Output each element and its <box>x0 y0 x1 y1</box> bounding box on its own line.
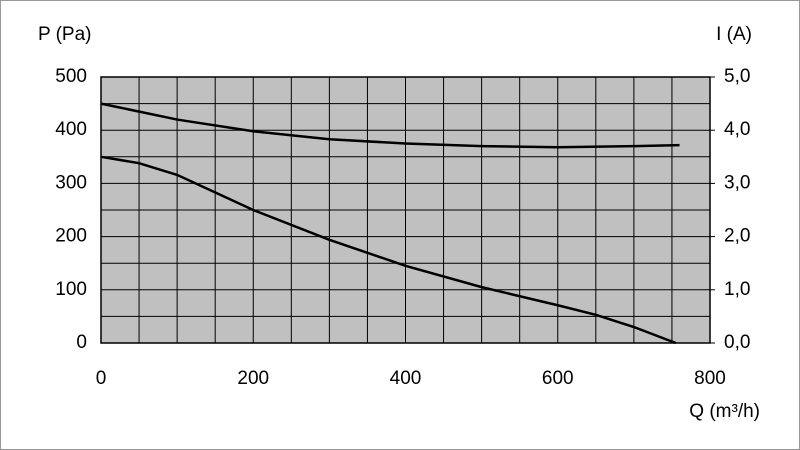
x-axis-label: Q (m³/h) <box>689 401 760 422</box>
plot-border <box>100 76 711 344</box>
y2-tick-label: 3,0 <box>724 172 750 193</box>
y2-axis-label: I (A) <box>716 24 752 45</box>
x-tick-label: 200 <box>237 368 269 389</box>
x-tick-label: 0 <box>96 368 107 389</box>
y2-tick-label: 2,0 <box>724 226 750 247</box>
y-tick-label: 100 <box>55 279 87 300</box>
x-tick-label: 400 <box>390 368 422 389</box>
y-tick-label: 300 <box>55 172 87 193</box>
y2-tick-label: 5,0 <box>724 66 750 87</box>
line <box>100 102 680 149</box>
y2-tick-label: 0,0 <box>724 332 750 353</box>
y2-tick-label: 1,0 <box>724 279 750 300</box>
x-tick-label: 800 <box>694 368 726 389</box>
y-tick-label: 0 <box>76 332 87 353</box>
y-tick-label: 500 <box>55 66 87 87</box>
line <box>100 155 677 345</box>
x-tick-label: 600 <box>542 368 574 389</box>
y-axis-label: P (Pa) <box>38 24 92 45</box>
y2-tick-label: 4,0 <box>724 119 750 140</box>
y-tick-label: 200 <box>55 226 87 247</box>
y-tick-label: 400 <box>55 119 87 140</box>
